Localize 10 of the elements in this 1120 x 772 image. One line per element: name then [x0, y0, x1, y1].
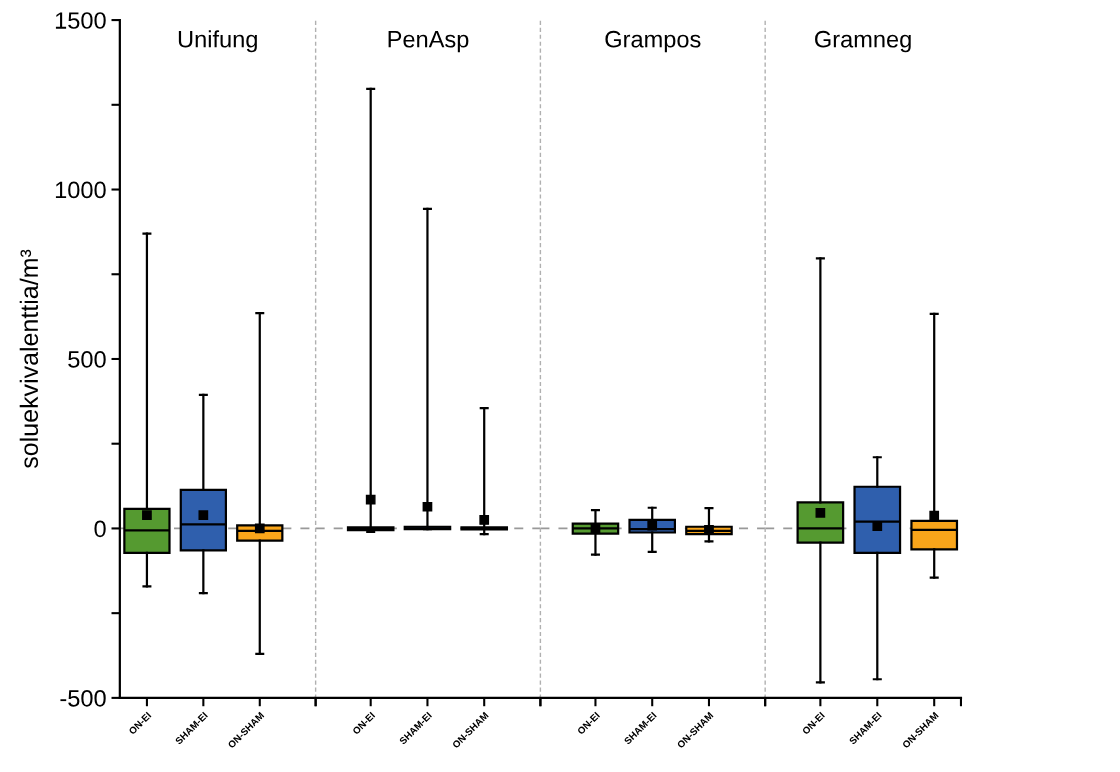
y-tick-label: 0: [94, 520, 106, 538]
y-tick-label: 1000: [55, 181, 106, 199]
chart-title: Unifung: [178, 30, 257, 53]
chart-title: Grampos: [605, 30, 701, 53]
y-tick-label: -500: [60, 689, 106, 707]
y-tick-label: 1500: [55, 12, 106, 29]
chart-title: Gramneg: [815, 30, 911, 53]
y-tick-label: 500: [68, 351, 106, 368]
chart-title: PenAsp: [388, 31, 469, 53]
y-axis-title: soluekvivalenttia/m³: [19, 249, 39, 469]
